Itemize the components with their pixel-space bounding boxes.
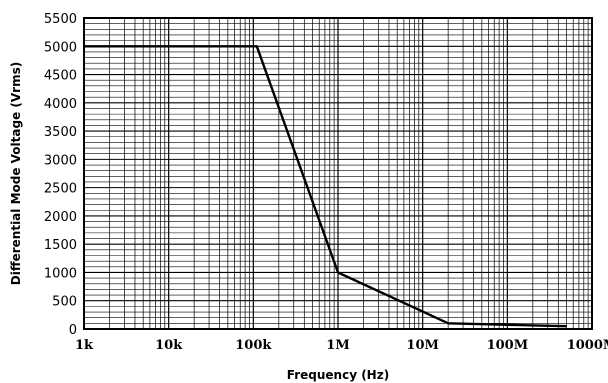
y-tick-label: 500 [52,295,77,310]
x-tick-label: 1M [326,338,349,353]
y-tick-label: 3500 [44,125,77,140]
y-axis-label: Differential Mode Voltage (Vrms) [9,62,23,285]
series-layer [84,45,567,328]
y-tick-label: 2000 [44,210,77,225]
x-tick-label: 1000M [567,338,608,353]
x-tick-label: 10M [406,338,438,353]
x-tick-label: 100k [235,338,272,353]
y-tick-label: 5500 [44,12,77,27]
y-tick-label: 4500 [44,69,77,84]
x-tick-label: 1k [75,338,94,353]
y-tick-label: 1500 [44,238,77,253]
y-tick-label: 1000 [44,266,77,281]
plot-frame [83,17,593,330]
series-line [84,45,567,328]
x-axis: 1k 10k 100k 1M 10M 100M 1000M [75,338,608,353]
y-tick-label: 2500 [44,182,77,197]
y-tick-label: 5000 [44,40,77,55]
y-tick-label: 0 [69,323,77,338]
y-tick-label: 3000 [44,153,77,168]
x-tick-label: 10k [155,338,183,353]
x-tick-label: 100M [487,338,529,353]
x-axis-label: Frequency (Hz) [287,368,389,382]
grid [83,17,592,330]
y-axis: 0 500 1000 1500 2000 2500 3000 3500 4000 4500 5000… [44,12,77,338]
y-tick-label: 4000 [44,97,77,112]
